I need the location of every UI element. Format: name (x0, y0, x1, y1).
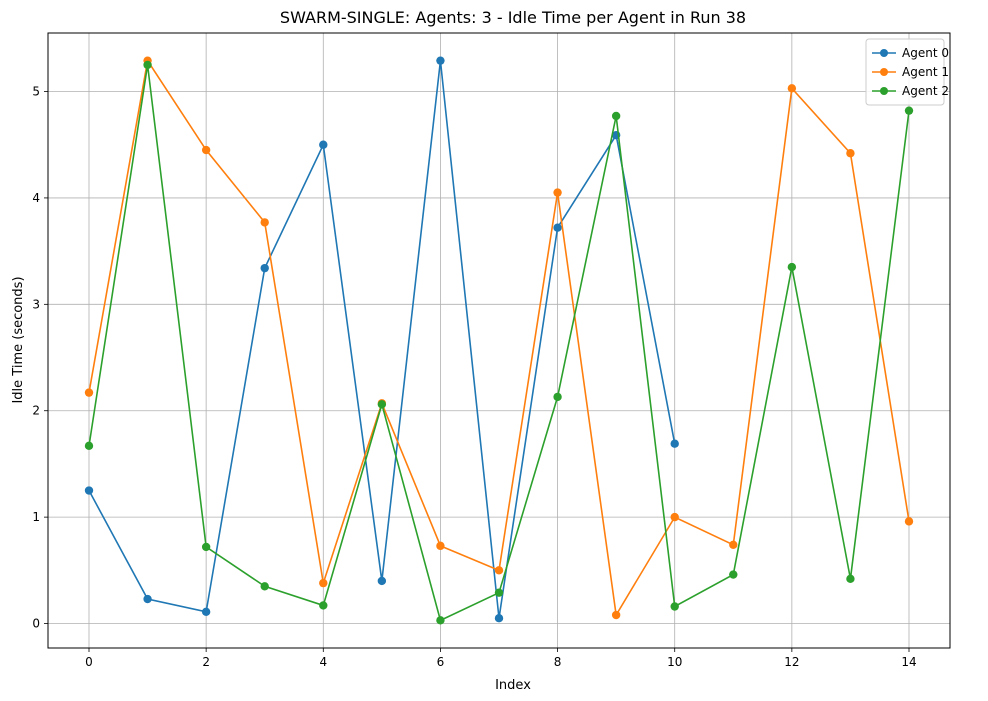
legend-item: Agent 1 (872, 65, 949, 79)
series-layer (84, 56, 914, 625)
x-axis-label: Index (495, 678, 531, 693)
x-tick-label: 8 (554, 655, 562, 669)
plot-area-frame (47, 32, 951, 649)
y-tick-label: 2 (32, 404, 40, 418)
data-point (846, 574, 855, 584)
y-tick-label: 0 (32, 617, 40, 631)
data-point (84, 388, 94, 397)
data-point (729, 540, 738, 549)
data-point (553, 223, 562, 232)
data-point (904, 517, 914, 526)
x-tick-label: 10 (667, 655, 682, 669)
series-line (88, 64, 910, 622)
y-tick-label: 1 (32, 510, 40, 524)
legend-label: Agent 1 (902, 65, 949, 79)
data-point (670, 439, 679, 448)
data-point (143, 594, 152, 604)
data-point (787, 262, 797, 272)
data-point (787, 84, 797, 93)
data-point (670, 602, 679, 611)
data-point (494, 614, 504, 623)
data-point (670, 512, 679, 522)
y-tick-label: 3 (32, 297, 40, 311)
y-tick-label: 4 (32, 191, 40, 205)
series-line (88, 60, 676, 619)
data-point (494, 588, 504, 597)
chart-title: SWARM-SINGLE: Agents: 3 - Idle Time per … (280, 8, 746, 27)
data-point (319, 601, 328, 610)
data-point (611, 610, 621, 620)
data-point (729, 570, 738, 579)
y-tick-label: 5 (32, 85, 40, 99)
data-point (377, 400, 387, 409)
x-tick-label: 6 (437, 655, 445, 669)
series-agent-1 (84, 56, 914, 620)
data-point (319, 140, 328, 149)
data-point (553, 392, 562, 402)
legend-item: Agent 2 (872, 84, 949, 98)
series-agent-2 (84, 60, 914, 625)
data-point (377, 576, 387, 586)
data-point (201, 542, 211, 552)
data-point (904, 106, 914, 115)
legend-label: Agent 2 (902, 84, 949, 98)
grid-lines (48, 33, 950, 648)
series-line (88, 58, 910, 618)
data-point (846, 149, 855, 158)
legend-marker (880, 49, 888, 57)
data-point (260, 218, 269, 227)
y-axis-label: Idle Time (seconds) (11, 276, 26, 403)
series-agent-0 (84, 56, 679, 623)
data-point (436, 541, 445, 551)
data-point (436, 616, 445, 625)
data-point (260, 263, 269, 273)
x-tick-label: 2 (202, 655, 210, 669)
x-tick-label: 14 (901, 655, 916, 669)
legend: Agent 0 Agent 1 Agent 2 (865, 38, 949, 106)
data-point (84, 441, 94, 451)
data-point (260, 582, 269, 591)
x-tick-label: 4 (319, 655, 327, 669)
data-point (201, 607, 211, 617)
x-tick-label: 0 (85, 655, 93, 669)
data-point (494, 566, 504, 575)
legend-marker (880, 87, 888, 95)
legend-item: Agent 0 (872, 46, 949, 60)
data-point (201, 145, 211, 155)
data-point (319, 578, 328, 588)
data-point (84, 486, 94, 495)
legend-marker (880, 68, 888, 76)
data-point (436, 56, 445, 65)
data-point (611, 111, 621, 121)
data-point (143, 60, 152, 70)
data-point (553, 188, 562, 197)
legend-label: Agent 0 (902, 46, 949, 60)
x-tick-label: 12 (784, 655, 799, 669)
